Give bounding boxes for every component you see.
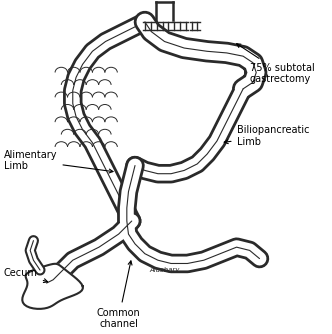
Text: Cecum: Cecum [4,268,48,283]
Text: Alasbary: Alasbary [149,267,180,273]
Text: Alimentary
Limb: Alimentary Limb [4,150,113,173]
Text: Common
channel: Common channel [97,261,140,329]
Text: Biliopancreatic
Limb: Biliopancreatic Limb [224,125,309,147]
Text: 75% subtotal
gastrectomy: 75% subtotal gastrectomy [237,44,314,84]
Polygon shape [22,264,83,309]
